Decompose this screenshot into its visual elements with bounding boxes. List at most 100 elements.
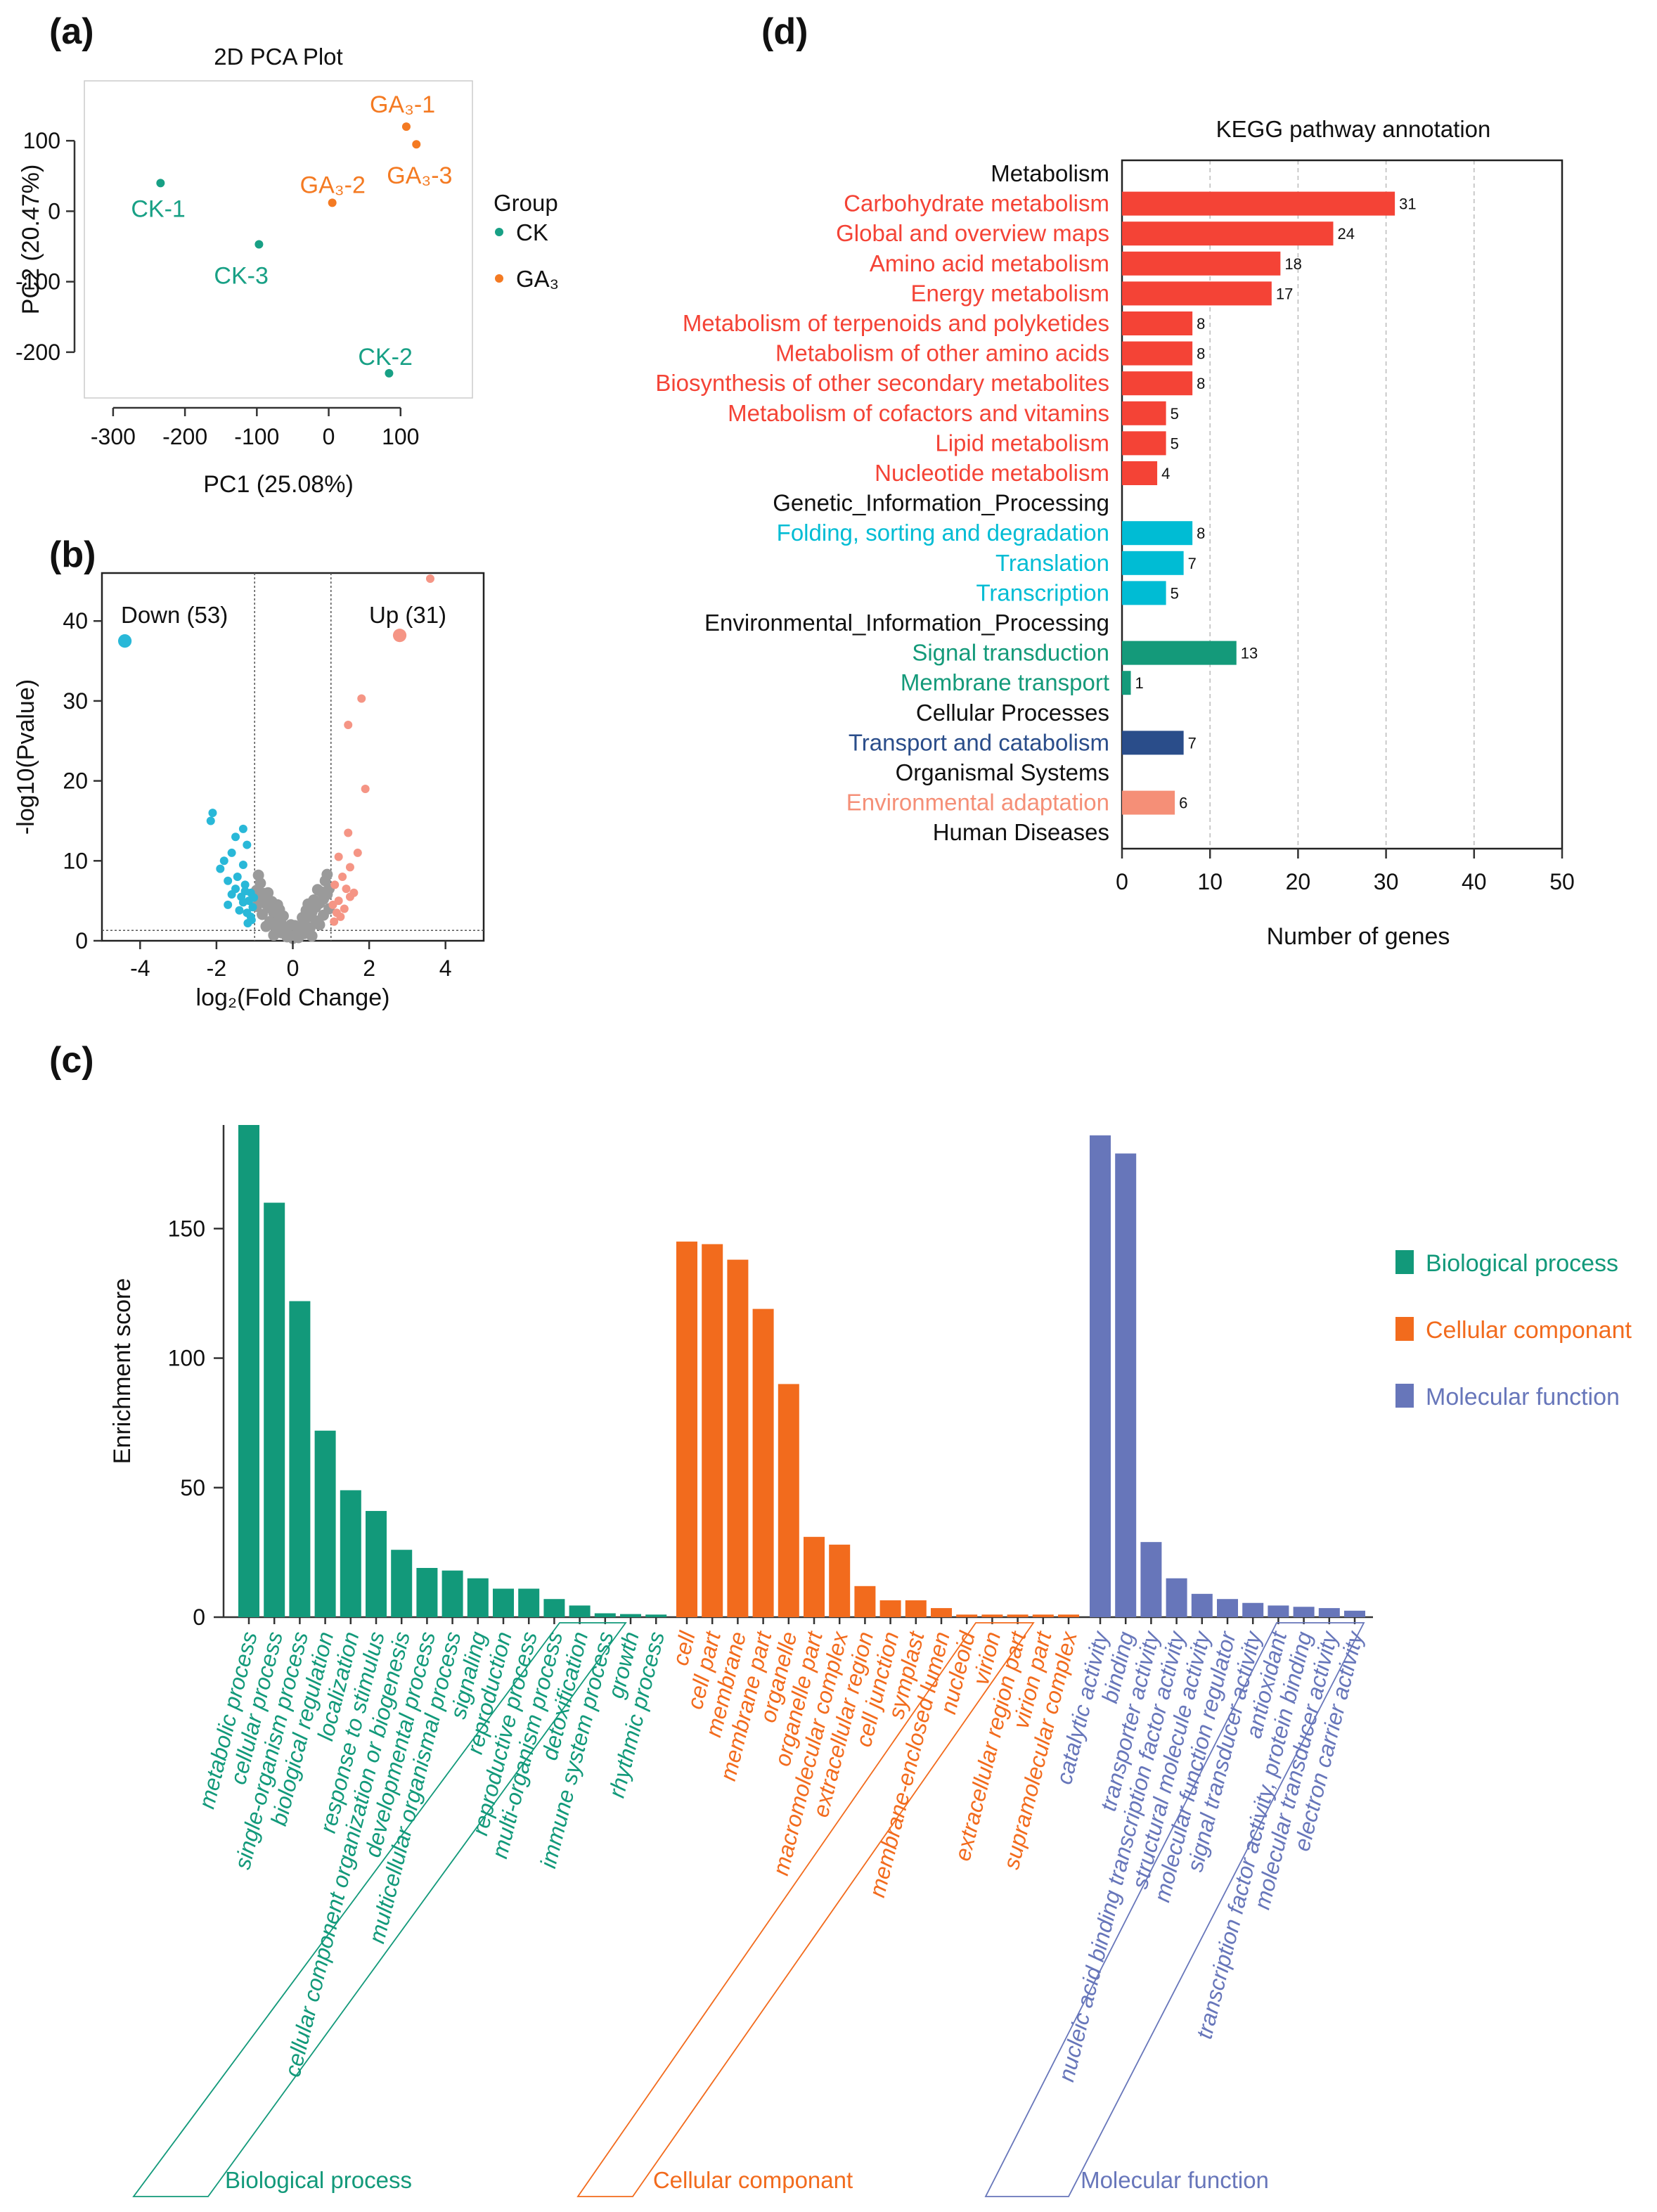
kegg-bar-value: 5 — [1171, 405, 1179, 423]
go-bar — [1344, 1610, 1365, 1617]
kegg-row-label: Folding, sorting and degradation — [777, 520, 1109, 546]
pca-legend-swatch — [495, 274, 503, 283]
volcano-point-ns — [252, 869, 264, 881]
kegg-row-label: Carbohydrate metabolism — [844, 191, 1109, 217]
kegg-row-label: Energy metabolism — [911, 280, 1109, 306]
volcano-point-down — [231, 832, 240, 842]
volcano-point-up — [353, 848, 362, 857]
volcano-point-up — [330, 880, 340, 889]
volcano-point-up — [425, 574, 434, 583]
kegg-bar-value: 24 — [1337, 225, 1354, 243]
volcano-down-count: Down (53) — [121, 602, 228, 628]
kegg-row-label: Transport and catabolism — [849, 729, 1109, 755]
kegg-x-tick-label: 0 — [1116, 869, 1128, 894]
volcano-frame — [101, 572, 485, 942]
kegg-bar-value: 31 — [1399, 195, 1416, 213]
go-bar — [1318, 1608, 1340, 1617]
go-group-label: Biological process — [225, 2167, 412, 2193]
go-legend-entry: Cellular componant — [1426, 1317, 1632, 1344]
volcano-point-ns — [306, 930, 318, 942]
volcano-point-ns — [262, 887, 274, 899]
kegg-category-header: Genetic_Information_Processing — [773, 490, 1109, 516]
go-bar — [467, 1578, 489, 1617]
volcano-y-tick-label: 0 — [75, 928, 88, 953]
go-bar — [879, 1600, 901, 1617]
go-bar — [441, 1570, 463, 1617]
volcano-point-ns — [311, 884, 323, 896]
volcano-x-tick-label: -2 — [207, 956, 226, 981]
kegg-chart: KEGG pathway annotation Metabolism Carbohy… — [655, 116, 1574, 950]
volcano-point-ns — [292, 932, 304, 944]
pca-y-tick-label: 0 — [48, 198, 60, 224]
go-bar — [1115, 1153, 1137, 1617]
volcano-point-ns — [302, 898, 314, 910]
volcano-point-up — [328, 900, 337, 909]
go-bar — [289, 1301, 311, 1617]
kegg-row-label: Global and overview maps — [836, 220, 1109, 246]
pca-point — [401, 122, 411, 131]
go-bar — [416, 1568, 438, 1617]
pca-x-tick-label: 100 — [382, 424, 419, 449]
pca-point — [254, 240, 264, 249]
pca-legend-swatch — [495, 228, 503, 236]
go-y-tick-label: 100 — [168, 1346, 205, 1371]
kegg-x-tick-label: 40 — [1462, 869, 1487, 894]
kegg-x-tick-label: 20 — [1286, 869, 1311, 894]
volcano-point-down — [206, 816, 215, 825]
go-bar — [702, 1244, 723, 1617]
volcano-point-down — [227, 848, 236, 857]
go-bar — [1217, 1599, 1238, 1617]
go-bar — [340, 1490, 361, 1617]
kegg-title: KEGG pathway annotation — [1216, 116, 1491, 142]
volcano-point-up — [344, 828, 353, 837]
volcano-point-down — [216, 864, 225, 873]
kegg-bar — [1122, 431, 1166, 456]
go-group-label: Cellular componant — [653, 2167, 853, 2193]
volcano-point-up — [342, 885, 351, 894]
volcano-x-label: log₂(Fold Change) — [196, 984, 390, 1011]
pca-point-label: CK-2 — [358, 344, 412, 371]
go-bar — [1191, 1593, 1213, 1617]
go-bar — [594, 1613, 616, 1617]
go-bar — [1268, 1605, 1289, 1617]
pca-legend-entry: CK — [516, 219, 548, 245]
go-bar — [314, 1430, 336, 1617]
volcano-point-down — [224, 876, 233, 885]
kegg-bar-value: 8 — [1197, 375, 1205, 392]
panel-letter-c: (c) — [49, 1040, 94, 1081]
kegg-bar-value: 6 — [1179, 795, 1187, 812]
go-legend-swatch — [1395, 1317, 1414, 1341]
pca-y-label: PC2 (20.47%) — [18, 165, 44, 315]
go-bar — [1242, 1602, 1264, 1617]
go-y-tick-label: 50 — [180, 1475, 205, 1500]
go-group-label: Molecular function — [1081, 2167, 1269, 2193]
volcano-point-down — [227, 890, 236, 899]
kegg-bar — [1122, 671, 1131, 695]
go-legend-entry: Molecular function — [1426, 1384, 1620, 1410]
kegg-bar — [1122, 371, 1193, 396]
kegg-category-header: Environmental_Information_Processing — [704, 610, 1109, 636]
kegg-bar-value: 4 — [1161, 465, 1170, 482]
volcano-y-tick-label: 30 — [63, 688, 88, 714]
go-legend-swatch — [1395, 1384, 1414, 1408]
pca-point-label: CK-3 — [214, 263, 268, 290]
volcano-point-up — [345, 892, 354, 901]
kegg-row-label: Signal transduction — [912, 640, 1109, 666]
kegg-bar-value: 7 — [1188, 555, 1197, 572]
volcano-x-tick-label: 0 — [287, 956, 299, 981]
volcano-point-ns — [314, 919, 325, 931]
volcano-point-ns — [277, 910, 289, 922]
volcano-point-up — [340, 904, 349, 913]
volcano-y-tick-label: 10 — [63, 848, 88, 873]
go-bar — [391, 1550, 413, 1617]
volcano-point-down — [238, 824, 247, 833]
go-bar — [931, 1608, 952, 1617]
volcano-point-down — [243, 918, 252, 927]
pca-legend-entry: GA₃ — [516, 266, 559, 292]
kegg-category-header: Metabolism — [991, 160, 1109, 186]
kegg-row-label: Translation — [995, 550, 1109, 576]
go-bar — [366, 1510, 387, 1617]
pca-x-tick-label: -300 — [91, 424, 136, 449]
